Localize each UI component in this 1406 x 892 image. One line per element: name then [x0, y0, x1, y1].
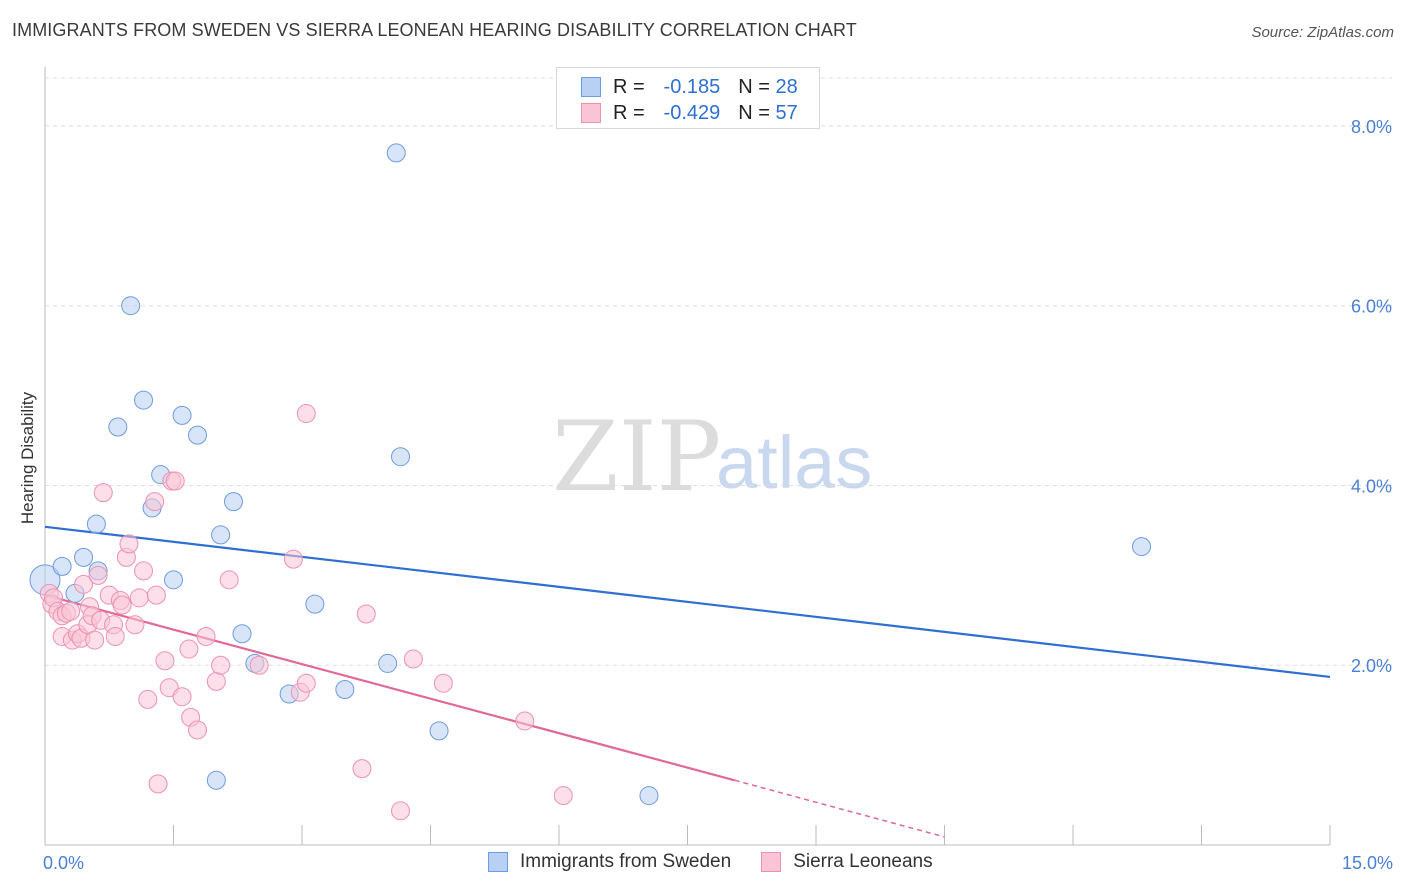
point-sweden: [172, 405, 192, 425]
point-sierra-leone: [125, 615, 145, 635]
point-sierra-leone: [553, 786, 573, 806]
point-sierra-leone: [155, 651, 175, 671]
stats-legend-row-sierra-leone: R = -0.429 N = 57: [581, 100, 798, 126]
point-sweden: [391, 447, 411, 467]
x-tick-labels: 0.0% 15.0%: [43, 853, 1393, 873]
point-sierra-leone: [403, 649, 423, 669]
watermark: ZIP atlas: [552, 401, 872, 513]
y-tick-label: 2.0%: [1351, 656, 1392, 676]
point-sweden: [378, 653, 398, 673]
point-sweden: [1132, 537, 1152, 557]
point-sierra-leone: [179, 639, 199, 659]
r-value: -0.429: [663, 101, 721, 124]
point-sierra-leone: [165, 471, 185, 491]
sierra-leone-swatch: [581, 103, 601, 123]
point-sierra-leone: [93, 483, 113, 503]
point-sweden: [232, 624, 252, 644]
r-label: R =: [613, 101, 645, 124]
y-tick-label: 6.0%: [1351, 297, 1392, 317]
n-value: 57: [775, 101, 798, 124]
point-sierra-leone: [74, 574, 94, 594]
point-sweden: [134, 390, 154, 410]
point-sierra-leone: [296, 404, 316, 424]
point-sierra-leone: [219, 570, 239, 590]
sweden-swatch: [581, 77, 601, 97]
point-sweden: [335, 680, 355, 700]
point-sierra-leone: [112, 595, 132, 615]
point-sweden: [108, 417, 128, 437]
point-sweden: [187, 425, 207, 445]
trend-line-sierra-leone: [44, 594, 735, 782]
point-sierra-leone: [433, 673, 453, 693]
n-value: 28: [775, 75, 798, 98]
point-sierra-leone: [148, 774, 168, 794]
point-sierra-leone: [129, 588, 149, 608]
point-sweden: [639, 786, 659, 806]
y-tick-label: 4.0%: [1351, 476, 1392, 496]
stats-legend: R = -0.185 N = 28 R = -0.429 N = 57: [556, 67, 820, 129]
point-sierra-leone: [61, 601, 81, 621]
point-sierra-leone: [356, 604, 376, 624]
n-label: N =: [738, 75, 770, 98]
r-value: -0.185: [663, 75, 721, 98]
trend-lines: [44, 525, 1331, 838]
point-sierra-leone: [134, 561, 154, 581]
n-label: N =: [738, 101, 770, 124]
point-sierra-leone: [206, 671, 226, 691]
point-sierra-leone: [211, 655, 231, 675]
point-sierra-leone: [515, 711, 535, 731]
point-sweden: [52, 556, 72, 576]
point-sweden: [86, 514, 106, 534]
trend-line-sierra-leone-extrapolated: [734, 779, 945, 838]
x-tick-label-min: 0.0%: [43, 853, 84, 873]
point-sweden: [164, 570, 183, 590]
point-sierra-leone: [119, 534, 139, 554]
legend-item-sweden[interactable]: Immigrants from Sweden: [488, 851, 731, 873]
source-credit: Source: ZipAtlas.com: [1251, 24, 1394, 41]
watermark-zip: ZIP: [552, 401, 721, 513]
point-sierra-leone: [85, 630, 105, 650]
point-sweden: [121, 296, 141, 316]
point-sierra-leone: [145, 492, 165, 512]
point-sweden: [386, 143, 406, 163]
point-sierra-leone: [105, 626, 125, 646]
point-sierra-leone: [283, 549, 303, 569]
legend-item-sierra-leone[interactable]: Sierra Leoneans: [761, 851, 933, 873]
point-sweden: [74, 547, 94, 567]
point-sierra-leone: [138, 689, 158, 709]
legend-label-sierra-leone: Sierra Leoneans: [793, 851, 933, 872]
point-sierra-leone: [352, 759, 372, 779]
point-sweden: [223, 492, 243, 512]
gridlines: [45, 77, 1392, 666]
point-sweden: [305, 594, 325, 614]
axes: [44, 67, 1331, 846]
y-tick-labels: 2.0% 4.0% 6.0% 8.0%: [1351, 117, 1392, 676]
y-axis-label: Hearing Disability: [18, 391, 37, 524]
point-sierra-leone: [146, 585, 166, 605]
trend-line-sweden: [44, 525, 1331, 679]
sierra-leone-legend-swatch: [761, 852, 782, 872]
point-sierra-leone: [296, 673, 316, 693]
point-sierra-leone: [88, 565, 108, 585]
data-points: [29, 143, 1152, 821]
point-sweden: [429, 721, 449, 741]
point-sierra-leone: [196, 626, 216, 646]
sweden-legend-swatch: [488, 852, 508, 872]
point-sweden: [206, 770, 226, 790]
chart-title: IMMIGRANTS FROM SWEDEN VS SIERRA LEONEAN…: [12, 20, 857, 40]
series-legend: Immigrants from Sweden Sierra Leoneans: [488, 851, 963, 873]
watermark-atlas: atlas: [716, 421, 872, 504]
legend-label-sweden: Immigrants from Sweden: [520, 851, 732, 872]
point-sierra-leone: [249, 655, 269, 675]
y-tick-label: 8.0%: [1351, 117, 1392, 137]
point-sierra-leone: [172, 687, 192, 707]
point-sierra-leone: [391, 801, 411, 821]
point-sweden: [211, 525, 231, 545]
stats-legend-row-sweden: R = -0.185 N = 28: [581, 74, 798, 100]
x-tick-label-max: 15.0%: [1342, 853, 1393, 873]
r-label: R =: [613, 75, 645, 98]
point-sierra-leone: [187, 720, 207, 740]
